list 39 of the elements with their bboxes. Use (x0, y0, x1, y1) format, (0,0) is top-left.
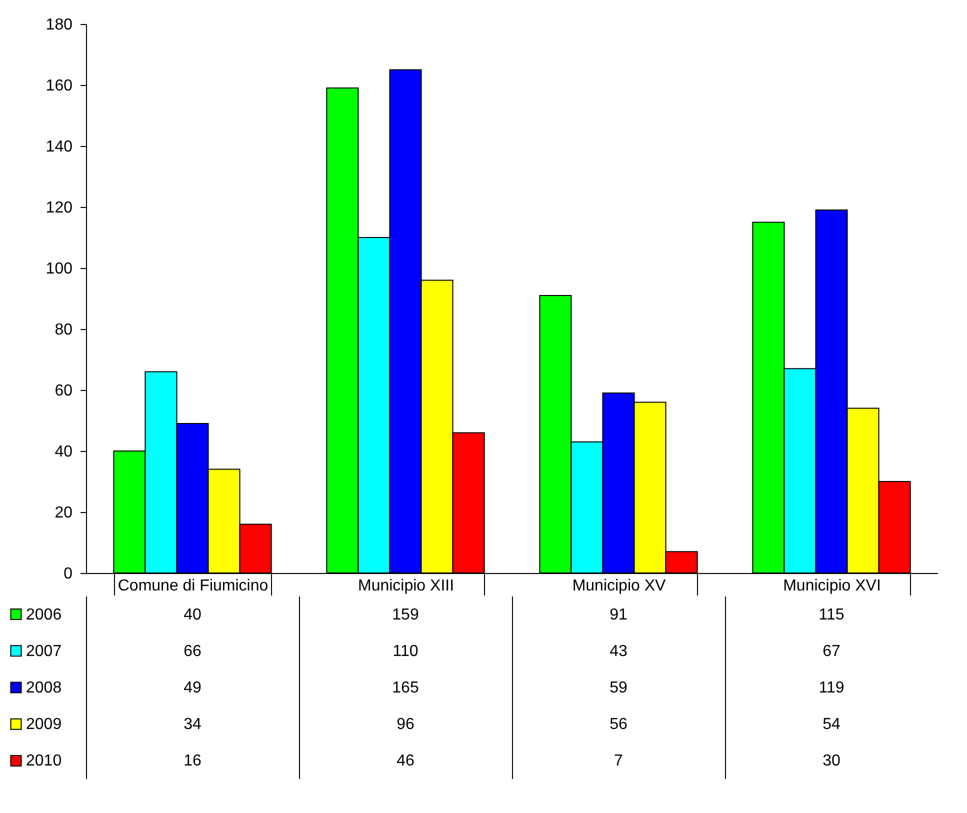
data-label: 119 (818, 680, 844, 696)
data-label: 30 (822, 752, 840, 770)
x-tick-label: Municipio XV (572, 578, 666, 594)
data-label: 43 (610, 642, 628, 660)
data-label: 34 (184, 716, 202, 734)
legend-label: 2009 (26, 716, 62, 734)
data-label: 67 (822, 642, 840, 660)
data-label: 91 (610, 606, 628, 624)
data-label: 16 (184, 752, 202, 770)
data-label: 54 (822, 716, 840, 734)
legend-label: 2008 (26, 680, 62, 696)
legend-label: 2010 (26, 752, 62, 770)
legend-label: 2007 (26, 642, 62, 660)
y-tick-label: 40 (54, 444, 73, 460)
data-label: 110 (392, 642, 418, 660)
data-label: 59 (610, 680, 628, 696)
y-tick-label: 120 (46, 200, 73, 216)
data-label: 115 (818, 606, 844, 624)
x-tick-label: Municipio XVI (783, 578, 881, 594)
y-tick-label: 140 (46, 138, 73, 156)
y-tick-label: 100 (46, 260, 73, 278)
y-tick-label: 80 (54, 322, 73, 338)
x-tick-label: Municipio XIII (358, 578, 454, 594)
data-label: 159 (392, 606, 419, 624)
x-tick-label: Comune di Fiumicino (118, 578, 268, 594)
data-label: 49 (184, 680, 202, 696)
y-tick-label: 20 (54, 504, 73, 522)
data-label: 7 (614, 752, 624, 770)
data-label: 46 (396, 752, 414, 770)
data-label: 66 (184, 642, 202, 660)
legend-label: 2006 (26, 606, 62, 624)
data-label: 56 (610, 716, 628, 734)
y-tick-label: 60 (54, 382, 73, 400)
y-tick-label: 180 (46, 16, 73, 34)
data-label: 40 (184, 606, 202, 624)
data-label: 96 (396, 716, 414, 734)
y-tick-label: 160 (46, 78, 73, 94)
data-label: 165 (392, 680, 419, 696)
y-tick-label: 0 (64, 566, 73, 582)
